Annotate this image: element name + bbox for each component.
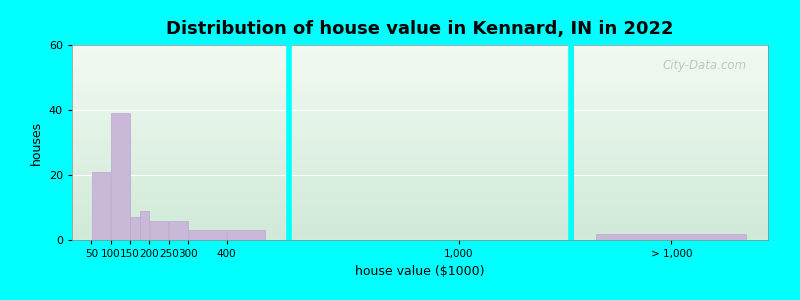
Title: Distribution of house value in Kennard, IN in 2022: Distribution of house value in Kennard, … <box>166 20 674 38</box>
Text: City-Data.com: City-Data.com <box>663 58 747 72</box>
Bar <box>169 220 188 240</box>
Bar <box>227 230 265 240</box>
Bar <box>189 230 226 240</box>
Bar <box>130 217 139 240</box>
Bar <box>596 233 746 240</box>
Bar <box>111 113 130 240</box>
X-axis label: house value ($1000): house value ($1000) <box>355 265 485 278</box>
Bar <box>150 220 168 240</box>
Y-axis label: houses: houses <box>30 120 43 165</box>
Bar <box>140 211 149 240</box>
Bar <box>92 172 110 240</box>
